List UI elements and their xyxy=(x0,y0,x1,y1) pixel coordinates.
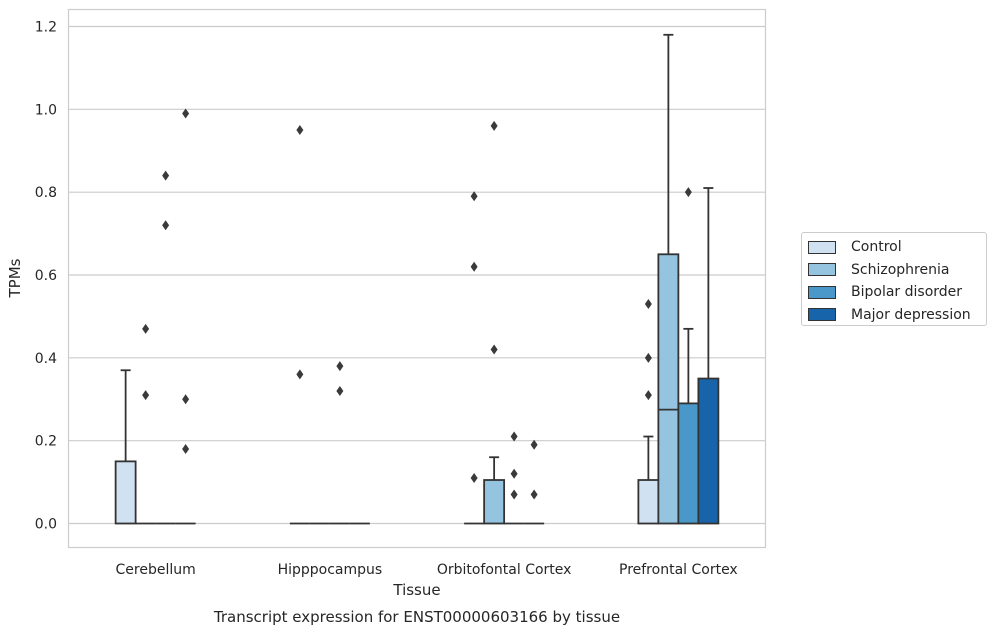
box-rect xyxy=(114,460,137,525)
outlier-point xyxy=(644,352,652,363)
outlier-point xyxy=(336,385,344,396)
box-rect xyxy=(483,479,506,525)
box-groups xyxy=(114,33,720,525)
outlier-point xyxy=(182,394,190,405)
y-tick-label: 1.0 xyxy=(35,102,57,118)
outlier-point xyxy=(510,489,518,500)
outlier-point xyxy=(510,431,518,442)
legend-swatch-control xyxy=(808,240,836,254)
box-rect xyxy=(637,479,660,525)
legend-item-control: Control xyxy=(808,236,986,259)
legend-item-major-depression: Major depression xyxy=(808,304,986,327)
legend-label-control: Control xyxy=(851,239,902,256)
chart-title: Transcript expression for ENST0000060316… xyxy=(213,608,620,626)
legend-swatch-bipolar-disorder xyxy=(808,285,836,299)
outlier-point xyxy=(530,439,538,450)
y-tick-labels: 0.0 0.2 0.4 0.6 0.8 1.0 1.2 xyxy=(35,20,57,533)
y-tick-label: 0.0 xyxy=(35,517,57,533)
box-2-1 xyxy=(483,120,506,525)
x-tick-label: Cerebellum xyxy=(116,562,196,578)
y-axis-label: TPMs xyxy=(6,258,24,298)
box-0-3 xyxy=(175,108,196,525)
legend-item-schizophrenia: Schizophrenia xyxy=(808,259,986,282)
outlier-point xyxy=(142,323,150,334)
box-3-3 xyxy=(697,187,720,525)
outlier-point xyxy=(530,489,538,500)
box-2-2 xyxy=(504,431,525,525)
outlier-point xyxy=(182,108,190,119)
legend-label-bipolar-disorder: Bipolar disorder xyxy=(851,284,963,301)
outlier-point xyxy=(510,468,518,479)
box-1-2 xyxy=(329,361,350,525)
outlier-point xyxy=(182,443,190,454)
box-3-1 xyxy=(657,33,680,525)
box-0-2 xyxy=(155,170,176,525)
x-axis-label: Tissue xyxy=(392,581,440,599)
legend: Control Schizophrenia Bipolar disorder M… xyxy=(801,232,987,326)
outlier-point xyxy=(296,369,304,380)
outlier-point xyxy=(296,125,304,136)
outlier-point xyxy=(470,191,478,202)
outlier-point xyxy=(644,390,652,401)
y-tick-label: 1.2 xyxy=(35,20,57,36)
legend-label-major-depression: Major depression xyxy=(851,306,971,323)
x-tick-label: Hipppocampus xyxy=(278,562,383,578)
y-tick-label: 0.6 xyxy=(35,268,57,284)
y-tick-label: 0.2 xyxy=(35,434,57,450)
plot-area xyxy=(67,8,767,549)
outlier-point xyxy=(162,220,170,231)
outlier-point xyxy=(684,187,692,198)
legend-label-schizophrenia: Schizophrenia xyxy=(851,261,950,278)
box-2-0 xyxy=(464,191,485,525)
outlier-point xyxy=(490,120,498,131)
box-2-3 xyxy=(524,439,545,525)
box-rect xyxy=(697,377,720,525)
box-3-2 xyxy=(677,187,700,525)
x-tick-label: Orbitofontal Cortex xyxy=(437,562,572,578)
outlier-point xyxy=(336,361,344,372)
x-tick-labels: Cerebellum Hipppocampus Orbitofontal Corte… xyxy=(116,562,738,578)
outlier-point xyxy=(644,298,652,309)
box-1-0 xyxy=(289,125,310,525)
outlier-point xyxy=(470,472,478,483)
outlier-point xyxy=(162,170,170,181)
outlier-point xyxy=(490,344,498,355)
box-rect xyxy=(657,253,680,525)
y-tick-label: 0.8 xyxy=(35,185,57,201)
outlier-point xyxy=(142,390,150,401)
outlier-point xyxy=(470,261,478,272)
box-0-0 xyxy=(114,369,137,525)
box-0-1 xyxy=(135,323,156,525)
legend-item-bipolar-disorder: Bipolar disorder xyxy=(808,281,986,304)
box-rect xyxy=(677,402,700,525)
legend-swatch-major-depression xyxy=(808,308,836,322)
legend-swatch-schizophrenia xyxy=(808,263,836,277)
box-3-0 xyxy=(637,298,660,525)
x-tick-label: Prefrontal Cortex xyxy=(619,562,738,578)
y-tick-label: 0.4 xyxy=(35,351,57,367)
